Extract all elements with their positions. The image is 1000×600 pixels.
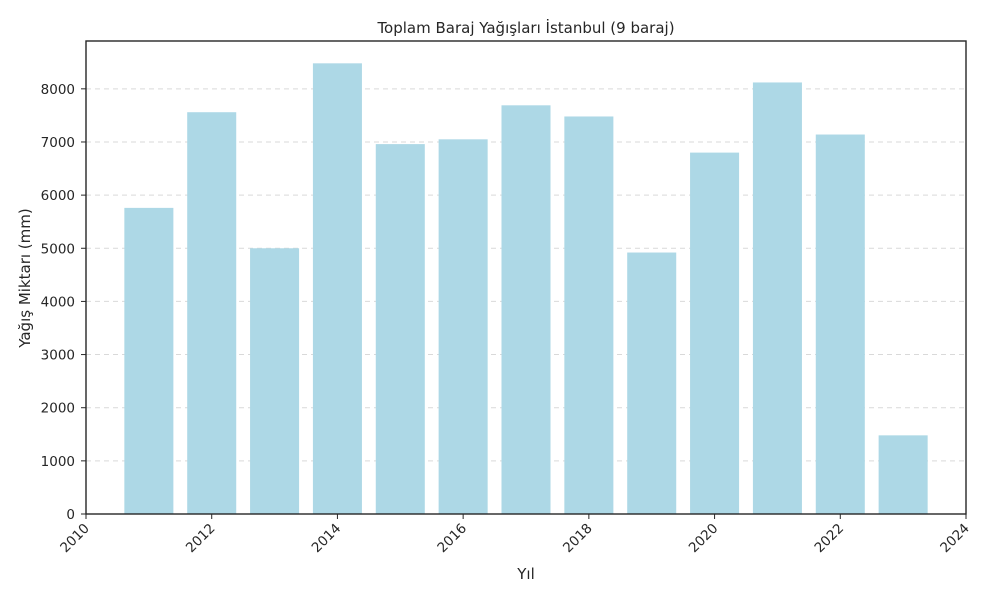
- x-tick-label: 2014: [309, 521, 345, 557]
- bar-2014: [312, 63, 362, 514]
- bar-2021: [752, 82, 802, 515]
- bar-2013: [250, 248, 300, 515]
- bars: [124, 63, 928, 515]
- y-tick-label: 7000: [41, 135, 75, 151]
- y-tick-label: 3000: [41, 348, 75, 364]
- x-tick-label: 2020: [686, 521, 722, 557]
- x-tick-label: 2012: [183, 521, 219, 557]
- bar-2012: [187, 112, 237, 514]
- y-tick-label: 1000: [41, 454, 75, 470]
- bar-2019: [627, 252, 677, 514]
- bar-2020: [690, 152, 740, 514]
- bar-2023: [878, 435, 928, 514]
- y-tick-label: 2000: [41, 401, 75, 417]
- x-tick-label: 2022: [812, 521, 848, 557]
- y-tick-label: 4000: [41, 294, 75, 310]
- x-tick-label: 2016: [434, 521, 470, 557]
- y-axis-ticks: 0 1000 2000 3000 4000 5000 6000 7000 8000: [41, 82, 86, 523]
- x-axis-label: Yıl: [516, 565, 535, 583]
- bar-2017: [501, 105, 551, 515]
- bar-2011: [124, 207, 174, 514]
- y-tick-label: 5000: [41, 241, 75, 257]
- bar-2016: [438, 139, 488, 514]
- x-axis-ticks: 2010 2012 2014 2016 2018 2020 2022 2024: [57, 514, 973, 556]
- chart-title: Toplam Baraj Yağışları İstanbul (9 baraj…: [376, 18, 674, 37]
- bar-2022: [815, 134, 865, 514]
- y-tick-label: 8000: [41, 82, 75, 98]
- y-tick-label: 0: [66, 507, 75, 523]
- x-tick-label: 2010: [57, 521, 93, 557]
- x-tick-label: 2024: [937, 521, 973, 557]
- plot-frame: [85, 40, 967, 515]
- y-tick-label: 6000: [41, 188, 75, 204]
- y-axis-label: Yağış Miktarı (mm): [16, 208, 34, 348]
- bar-2018: [564, 116, 614, 515]
- bar-2015: [375, 144, 425, 514]
- x-tick-label: 2018: [560, 521, 596, 557]
